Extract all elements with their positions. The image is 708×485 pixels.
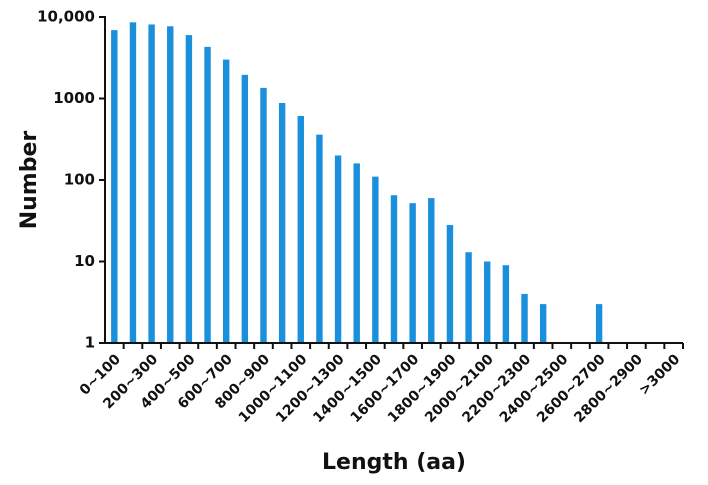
bar	[484, 261, 491, 343]
bar	[260, 87, 267, 343]
bar	[409, 203, 416, 343]
bar	[539, 304, 547, 343]
bar	[521, 293, 528, 343]
bar	[278, 103, 286, 344]
y-axis-label: Number	[17, 131, 42, 230]
bar	[297, 115, 304, 343]
y-tick-label: 100	[64, 171, 95, 189]
bar	[148, 24, 155, 344]
bar	[222, 59, 230, 343]
y-tick-label: 1	[85, 334, 95, 352]
bar	[372, 176, 379, 343]
bar	[353, 163, 360, 343]
bar	[167, 26, 174, 343]
y-tick-label: 1000	[53, 89, 95, 107]
bar	[316, 134, 323, 343]
bar	[595, 304, 603, 343]
bar	[390, 195, 398, 343]
bar	[465, 252, 472, 343]
bar	[185, 35, 193, 343]
bar	[502, 265, 510, 343]
x-axis-label: Length (aa)	[322, 450, 466, 475]
bar	[334, 155, 342, 343]
bar	[204, 46, 211, 344]
bar	[111, 30, 118, 344]
bar	[241, 74, 249, 343]
y-tick-label: 10	[74, 252, 95, 270]
y-tick-label: 10,000	[37, 8, 95, 26]
bar	[428, 198, 435, 343]
bar	[446, 225, 454, 343]
x-tick-label: >3000	[636, 351, 683, 398]
bar	[129, 22, 137, 343]
